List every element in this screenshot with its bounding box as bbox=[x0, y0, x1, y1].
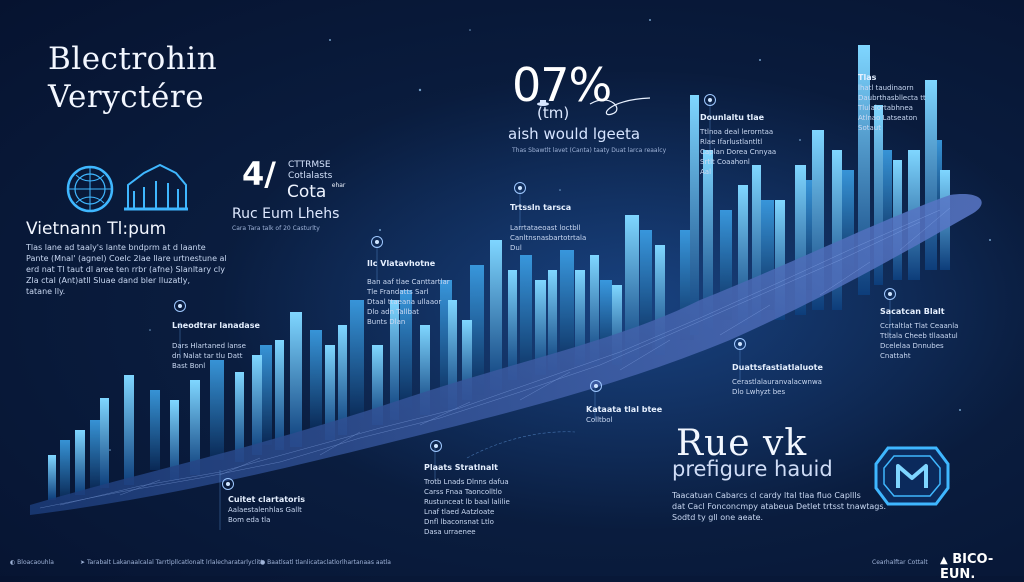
fraction-top-text: CTTRMSE Cotlalasts bbox=[288, 160, 333, 181]
callout-marker-icon bbox=[514, 182, 526, 194]
callout-7: Duattsfastiatlaluote Cerastlalauranvalac… bbox=[732, 363, 823, 396]
callout-4: Ilc Vlatavhotne Ban aaf tlae Canttartlar… bbox=[367, 259, 450, 326]
callout-marker-icon bbox=[174, 300, 186, 312]
headline-title: Rue vk bbox=[676, 423, 808, 464]
callout-8: Dounlaltu tlae Ttlnoa deal lerorntaa Rla… bbox=[700, 113, 777, 176]
fraction-bottom-text: Ruc Eum Lhehs bbox=[232, 206, 340, 222]
fraction-caption: Cara Tara talk of 20 Casturlty bbox=[232, 225, 320, 232]
callout-2: Cuitet clartatoris Aalaestalenhlas Gallt… bbox=[228, 495, 305, 524]
stat-value: 07% bbox=[512, 58, 612, 112]
callout-1: Lneodtrar lanadase Dars Hlartaned lanse … bbox=[172, 321, 260, 370]
callout-marker-icon bbox=[590, 380, 602, 392]
brand-logos bbox=[66, 163, 188, 213]
headline-text: Taacatuan Cabarcs cl cardy ltal tlaa flu… bbox=[672, 491, 887, 522]
callout-9: Tlas lhatl taudinaorn Daubrthasbllecta t… bbox=[858, 73, 926, 132]
footer-middle: ➤ Tarabalt Lakanaalcalal Tarrtlpllcatlon… bbox=[80, 559, 263, 566]
callout-6: Kataata tlal btee Colltbol bbox=[586, 405, 663, 424]
footer-logo-icon: ◐ bbox=[10, 559, 16, 566]
headline-subtitle: prefigure hauid bbox=[672, 457, 833, 481]
footer-center: ● Baatlsatl tlanlicataclatlorlhartanaas … bbox=[260, 559, 391, 566]
stat-subcaption: Thas Sbawtlt lavet (Canta) taaty Duat la… bbox=[512, 147, 667, 154]
arrow-icon: ➤ bbox=[80, 559, 86, 566]
footer-brand: ▲ BICO-EUN. bbox=[940, 552, 994, 582]
callout-marker-icon bbox=[884, 288, 896, 300]
globe-icon bbox=[66, 165, 114, 213]
brand-text: Tlas lane ad taaly's lante bndprm at d l… bbox=[26, 243, 227, 296]
callout-marker-icon bbox=[430, 440, 442, 452]
page-title: Blectrohin Veryctére bbox=[48, 40, 217, 116]
stat-caption: aish would lgeeta bbox=[508, 125, 641, 143]
callout-5: Trtssln tarsca Larrtataeoast loctbll Can… bbox=[510, 203, 587, 252]
callout-marker-icon bbox=[704, 94, 716, 106]
callout-10: Sacatcan Blalt Ccrtaltlat Tlat Ceaanla T… bbox=[880, 307, 959, 360]
callout-marker-icon bbox=[371, 236, 383, 248]
shield-logo-icon bbox=[874, 446, 950, 506]
globe-small-icon: ● bbox=[260, 559, 266, 566]
fraction-value: 4/ bbox=[242, 155, 276, 193]
footer-left: ◐ Bloacaouhla bbox=[10, 559, 54, 566]
building-icon bbox=[124, 163, 188, 211]
title-line-1: Blectrohin bbox=[48, 41, 218, 77]
brand-name: Vietnann Tl:pum bbox=[26, 219, 167, 239]
stat-unit: (tm) bbox=[537, 104, 570, 122]
callout-3: Plaats Stratlnalt Trotb Lnads Dlnns dafu… bbox=[424, 463, 510, 536]
footer-right: Cearhalftar Cottalt bbox=[872, 559, 928, 566]
callout-marker-icon bbox=[222, 478, 234, 490]
footer-brand-icon: ▲ bbox=[940, 555, 948, 566]
fraction-mid-text: Cota ehar bbox=[287, 182, 346, 202]
callout-marker-icon bbox=[734, 338, 746, 350]
title-line-2: Veryctére bbox=[48, 79, 205, 115]
